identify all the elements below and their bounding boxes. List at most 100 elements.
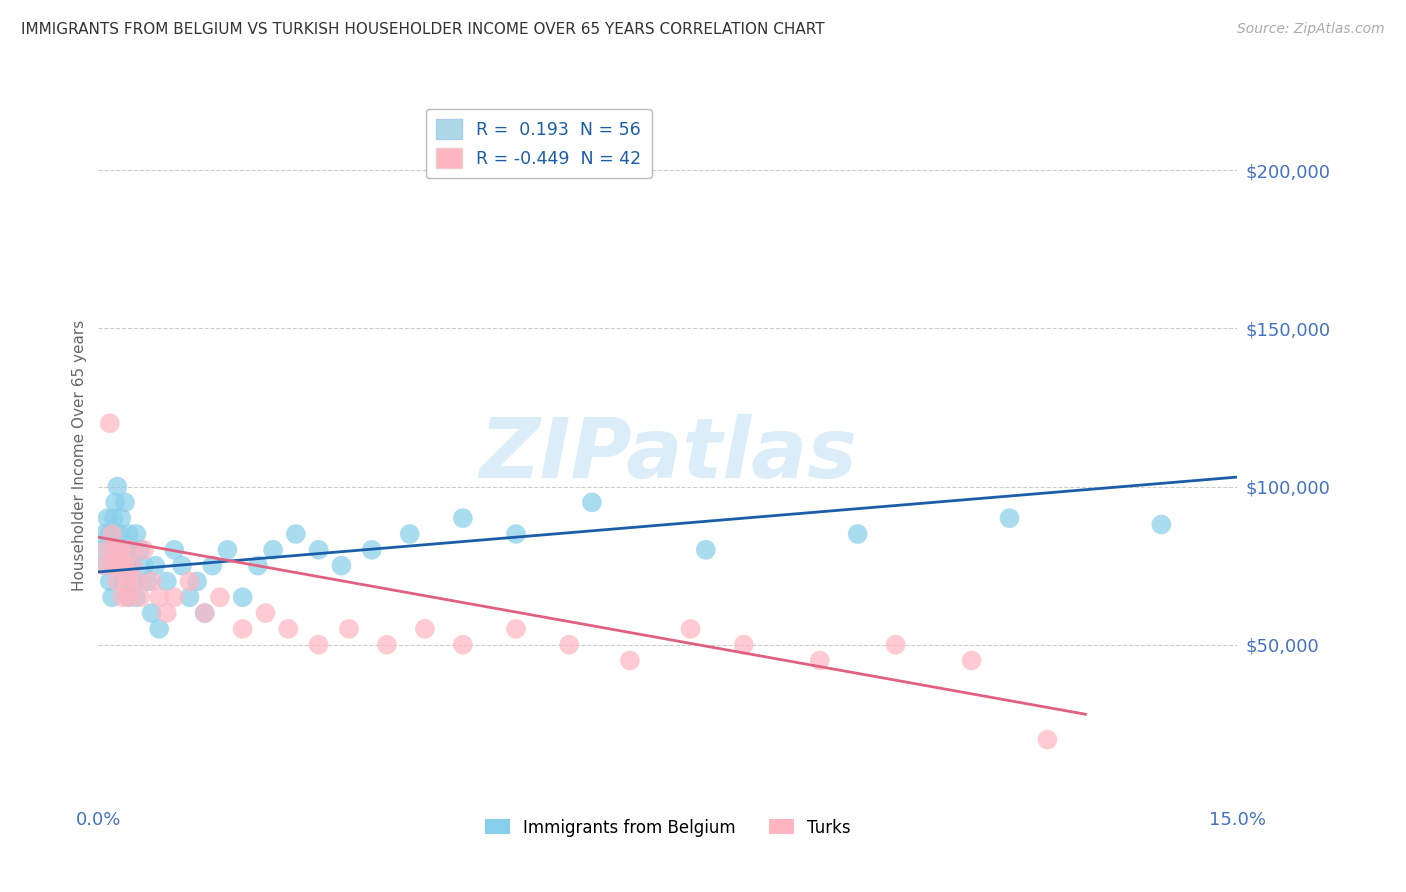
Point xyxy=(398,527,420,541)
Text: IMMIGRANTS FROM BELGIUM VS TURKISH HOUSEHOLDER INCOME OVER 65 YEARS CORRELATION : IMMIGRANTS FROM BELGIUM VS TURKISH HOUSE… xyxy=(21,22,825,37)
Point xyxy=(114,558,136,573)
Point xyxy=(121,558,143,573)
Point xyxy=(232,591,254,605)
Point xyxy=(104,495,127,509)
Point xyxy=(108,558,131,573)
Point xyxy=(93,527,115,541)
Point xyxy=(103,511,125,525)
Point xyxy=(98,574,121,589)
Point xyxy=(93,558,115,573)
Point xyxy=(308,542,330,557)
Point xyxy=(94,558,117,573)
Point xyxy=(217,542,239,557)
Point xyxy=(308,638,330,652)
Point xyxy=(451,511,474,525)
Point xyxy=(117,574,139,589)
Point xyxy=(679,622,702,636)
Point xyxy=(103,542,125,557)
Point xyxy=(360,542,382,557)
Point xyxy=(194,606,217,620)
Point xyxy=(114,542,136,557)
Point xyxy=(111,591,134,605)
Point xyxy=(129,542,152,557)
Text: ZIPatlas: ZIPatlas xyxy=(479,415,856,495)
Point xyxy=(733,638,755,652)
Point xyxy=(120,542,142,557)
Point xyxy=(208,591,231,605)
Text: Source: ZipAtlas.com: Source: ZipAtlas.com xyxy=(1237,22,1385,37)
Point xyxy=(998,511,1021,525)
Point xyxy=(114,495,136,509)
Point xyxy=(107,479,129,493)
Point xyxy=(1150,517,1173,532)
Point xyxy=(413,622,436,636)
Point xyxy=(254,606,277,620)
Point xyxy=(330,558,353,573)
Point xyxy=(505,622,527,636)
Point xyxy=(808,653,831,667)
Point xyxy=(101,591,124,605)
Point xyxy=(118,591,141,605)
Point xyxy=(103,558,125,573)
Point xyxy=(163,542,186,557)
Point xyxy=(125,527,148,541)
Point xyxy=(91,542,114,557)
Point xyxy=(111,574,134,589)
Point xyxy=(148,622,170,636)
Point xyxy=(201,558,224,573)
Point xyxy=(179,591,201,605)
Point xyxy=(96,511,118,525)
Point xyxy=(1036,732,1059,747)
Point xyxy=(232,622,254,636)
Point xyxy=(129,591,152,605)
Point xyxy=(141,574,163,589)
Point xyxy=(98,417,121,431)
Point xyxy=(179,574,201,589)
Point xyxy=(960,653,983,667)
Point xyxy=(107,542,129,557)
Point xyxy=(145,558,167,573)
Point xyxy=(619,653,641,667)
Point xyxy=(125,574,148,589)
Legend: Immigrants from Belgium, Turks: Immigrants from Belgium, Turks xyxy=(478,812,858,843)
Point xyxy=(884,638,907,652)
Point xyxy=(156,606,179,620)
Point xyxy=(581,495,603,509)
Point xyxy=(148,591,170,605)
Point xyxy=(156,574,179,589)
Point xyxy=(136,574,159,589)
Point xyxy=(375,638,398,652)
Point xyxy=(141,606,163,620)
Point xyxy=(101,527,124,541)
Y-axis label: Householder Income Over 65 years: Householder Income Over 65 years xyxy=(72,319,87,591)
Point xyxy=(163,591,186,605)
Point xyxy=(110,558,132,573)
Point xyxy=(246,558,269,573)
Point xyxy=(186,574,208,589)
Point xyxy=(132,558,155,573)
Point xyxy=(262,542,284,557)
Point xyxy=(118,591,141,605)
Point xyxy=(118,527,141,541)
Point xyxy=(194,606,217,620)
Point xyxy=(846,527,869,541)
Point xyxy=(505,527,527,541)
Point xyxy=(107,574,129,589)
Point xyxy=(110,542,132,557)
Point xyxy=(695,542,717,557)
Point xyxy=(110,511,132,525)
Point xyxy=(121,558,143,573)
Point xyxy=(451,638,474,652)
Point xyxy=(98,527,121,541)
Point xyxy=(96,542,118,557)
Point xyxy=(125,591,148,605)
Point xyxy=(132,542,155,557)
Point xyxy=(170,558,193,573)
Point xyxy=(117,558,139,573)
Point xyxy=(120,542,142,557)
Point xyxy=(104,558,127,573)
Point xyxy=(277,622,299,636)
Point xyxy=(337,622,360,636)
Point xyxy=(124,574,146,589)
Point xyxy=(284,527,307,541)
